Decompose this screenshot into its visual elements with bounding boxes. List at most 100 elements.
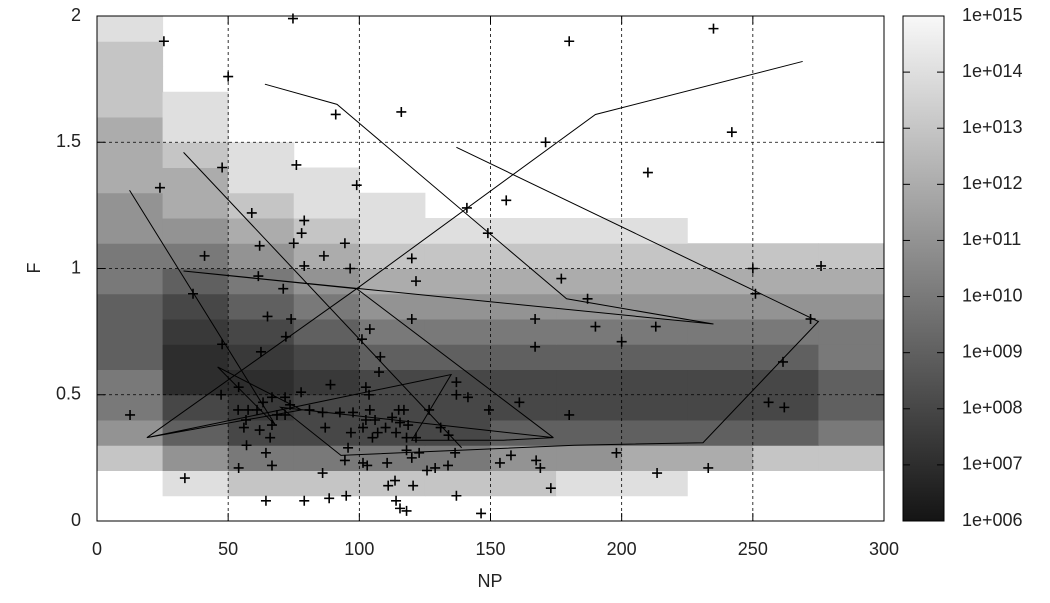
scatter-point bbox=[334, 407, 345, 418]
scatter-point bbox=[179, 473, 190, 484]
heat-cell bbox=[97, 445, 164, 471]
heat-cell bbox=[97, 319, 164, 345]
heat-cell bbox=[97, 41, 164, 67]
heat-cell bbox=[97, 218, 164, 244]
scatter-point bbox=[260, 447, 271, 458]
heat-cell bbox=[621, 369, 688, 396]
scatter-point bbox=[243, 404, 254, 415]
scatter-point bbox=[367, 432, 378, 443]
scatter-point bbox=[364, 404, 375, 415]
heat-cell bbox=[556, 243, 623, 269]
colorbar-tick-label: 1e+006 bbox=[962, 510, 1023, 530]
scatter-point bbox=[280, 392, 291, 403]
heat-cell bbox=[752, 268, 819, 295]
colorbar-tick-label: 1e+007 bbox=[962, 454, 1023, 474]
scatter-point bbox=[530, 314, 541, 324]
heat-cell bbox=[228, 420, 295, 446]
heat-cell bbox=[687, 369, 754, 396]
heat-cell bbox=[228, 293, 295, 320]
heat-cell bbox=[818, 369, 885, 396]
scatter-point bbox=[652, 468, 663, 479]
scatter-point bbox=[238, 422, 249, 433]
scatter-point bbox=[339, 238, 350, 249]
heat-cell bbox=[228, 142, 295, 168]
scatter-point bbox=[254, 240, 265, 251]
heat-cell bbox=[424, 268, 491, 295]
heat-cell bbox=[228, 218, 295, 244]
heat-cell bbox=[818, 319, 885, 345]
x-axis-label: NP bbox=[477, 571, 502, 591]
scatter-point bbox=[370, 415, 381, 425]
heat-cell bbox=[293, 192, 360, 219]
heat-cell bbox=[293, 293, 360, 320]
scatter-point bbox=[406, 253, 417, 264]
heat-cell bbox=[359, 192, 426, 219]
scatter-point bbox=[390, 475, 401, 486]
heat-cell bbox=[424, 394, 491, 421]
scatter-point bbox=[320, 422, 331, 433]
scatter-point bbox=[286, 314, 297, 324]
heat-cell bbox=[752, 445, 819, 471]
heat-cell bbox=[97, 117, 164, 143]
scatter-point bbox=[299, 495, 310, 506]
scatter-point bbox=[380, 422, 391, 433]
heat-cell bbox=[818, 344, 885, 370]
scatter-point bbox=[375, 351, 386, 362]
scatter-point bbox=[364, 324, 375, 335]
heat-cell bbox=[687, 293, 754, 320]
heat-cell bbox=[97, 268, 164, 295]
scatter-point bbox=[505, 450, 516, 461]
scatter-point bbox=[158, 36, 169, 47]
scatter-point bbox=[372, 427, 383, 438]
scatter-point bbox=[726, 127, 737, 138]
colorbar-tick-label: 1e+013 bbox=[962, 117, 1023, 137]
heat-cell bbox=[490, 470, 557, 497]
heat-cell bbox=[621, 344, 688, 370]
heat-cell bbox=[97, 420, 164, 446]
scatter-point bbox=[255, 346, 266, 357]
heat-cell bbox=[621, 268, 688, 295]
scatter-point bbox=[540, 137, 551, 148]
scatter-point bbox=[362, 460, 373, 471]
colorbar-tick-label: 1e+010 bbox=[962, 285, 1023, 305]
scatter-point bbox=[233, 382, 244, 393]
scatter-point bbox=[451, 377, 462, 388]
heat-cell bbox=[556, 268, 623, 295]
scatter-point bbox=[253, 271, 264, 282]
line-path bbox=[129, 60, 820, 456]
scatter-point bbox=[391, 495, 402, 506]
heat-cell bbox=[97, 91, 164, 118]
scatter-point bbox=[747, 263, 758, 274]
y-tick-label: 0.5 bbox=[56, 384, 81, 404]
heat-cell bbox=[490, 394, 557, 421]
scatter-point bbox=[266, 460, 277, 471]
scatter-point bbox=[125, 409, 136, 420]
scatter-point bbox=[482, 228, 493, 239]
heat-cell bbox=[162, 293, 229, 320]
scatter-point bbox=[291, 159, 302, 170]
heat-cell bbox=[228, 319, 295, 345]
heat-cell bbox=[162, 445, 229, 471]
heat-cell bbox=[818, 420, 885, 446]
scatter-point bbox=[401, 445, 412, 456]
heat-cell bbox=[162, 319, 229, 345]
scatter-point bbox=[280, 409, 291, 420]
heat-cell bbox=[424, 293, 491, 320]
heat-cell bbox=[162, 470, 229, 497]
scatter-point bbox=[406, 314, 417, 324]
heat-cell bbox=[359, 344, 426, 370]
y-tick-label: 0 bbox=[71, 510, 81, 530]
scatter-point bbox=[616, 336, 627, 347]
heat-cell bbox=[687, 268, 754, 295]
scatter-point bbox=[154, 182, 165, 193]
scatter-point bbox=[530, 341, 541, 352]
scatter-point bbox=[406, 452, 417, 463]
heat-cell bbox=[97, 167, 164, 194]
scatter-point bbox=[358, 457, 369, 468]
heat-cell bbox=[228, 470, 295, 497]
scatter-point bbox=[414, 447, 425, 458]
heat-cell bbox=[162, 369, 229, 396]
scatter-point bbox=[233, 404, 244, 415]
scatter-point bbox=[387, 412, 398, 423]
